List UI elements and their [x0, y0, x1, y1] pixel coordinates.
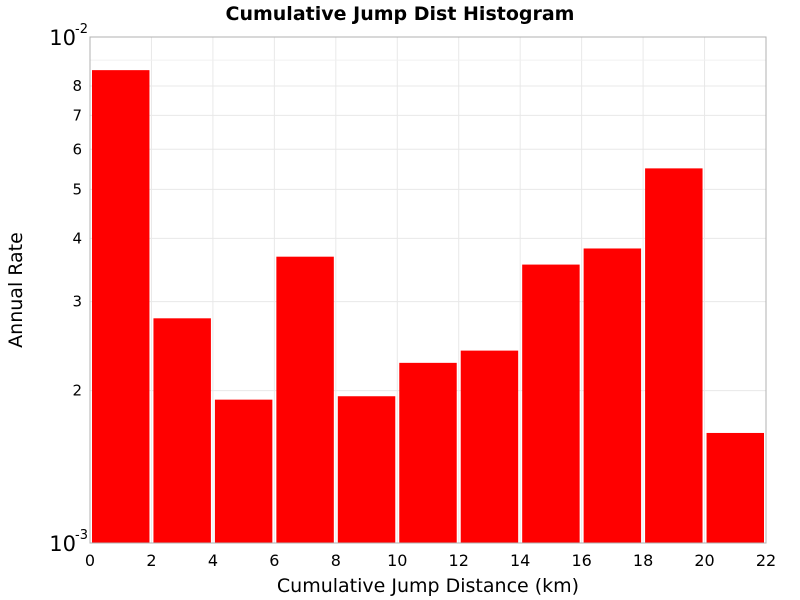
y-tick-label: 6 [72, 140, 82, 158]
bar [399, 362, 457, 543]
bar [214, 399, 273, 543]
plot-frame [89, 36, 767, 544]
y-major-tick-label: 10 -2 [49, 22, 88, 50]
grid [89, 37, 767, 543]
x-tick-label: 10 [387, 551, 407, 570]
bars [92, 70, 764, 544]
bar [337, 396, 396, 543]
y-tick-label: 4 [72, 229, 82, 247]
x-tick-label: 20 [694, 551, 714, 570]
y-tick-label: 2 [72, 382, 82, 400]
bar [460, 350, 519, 543]
x-tick-label: 8 [331, 551, 341, 570]
chart-title: Cumulative Jump Dist Histogram [226, 3, 575, 25]
x-tick-label: 4 [208, 551, 218, 570]
x-tick-label: 6 [269, 551, 279, 570]
bar [92, 70, 150, 543]
y-tick-label: 7 [72, 106, 82, 124]
y-major-tick-base: 10 [49, 532, 76, 556]
x-tick-label: 22 [756, 551, 776, 570]
x-axis-label: Cumulative Jump Distance (km) [277, 575, 579, 597]
x-tick-label: 16 [571, 551, 591, 570]
x-tick-label: 18 [633, 551, 653, 570]
y-tick-label: 3 [72, 293, 82, 311]
y-tick-label: 5 [72, 180, 82, 198]
y-major-tick-label: 10 -3 [49, 528, 88, 556]
x-tick-label: 0 [85, 551, 95, 570]
y-axis-label: Annual Rate [5, 232, 27, 348]
bar [522, 264, 580, 543]
y-major-tick-exponent: -2 [75, 22, 88, 37]
x-tick-labels: 0 2 4 6 8 10 12 14 16 18 20 22 [85, 551, 776, 570]
bar [706, 432, 764, 543]
x-tick-label: 14 [510, 551, 530, 570]
bar [583, 248, 642, 543]
bar [153, 318, 211, 543]
bar [645, 168, 703, 544]
bar [276, 256, 334, 543]
x-tick-label: 12 [449, 551, 469, 570]
y-tick-label: 8 [72, 77, 82, 95]
x-tick-label: 2 [146, 551, 156, 570]
y-major-tick-base: 10 [49, 26, 76, 50]
y-major-tick-exponent: -3 [75, 528, 88, 543]
